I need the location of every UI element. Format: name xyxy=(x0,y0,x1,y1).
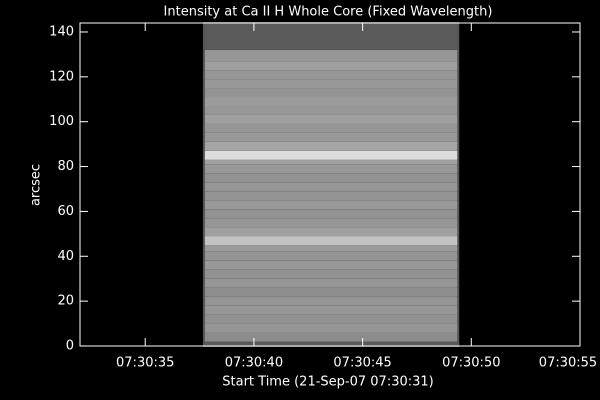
image-stripe xyxy=(203,314,459,324)
image-stripe xyxy=(203,114,459,124)
image-stripe xyxy=(203,218,459,228)
image-stripe xyxy=(203,150,459,160)
image-stripe xyxy=(203,61,459,71)
image-stripe xyxy=(203,23,459,50)
image-stripe xyxy=(203,173,459,183)
image-stripe xyxy=(203,236,459,246)
x-tick-label: 07:30:40 xyxy=(225,356,283,371)
image-stripe xyxy=(203,164,459,174)
image-stripe xyxy=(203,123,459,133)
image-stripe xyxy=(203,200,459,210)
image-stripe xyxy=(203,88,459,98)
image-stripe xyxy=(203,105,459,115)
x-tick-label: 07:30:35 xyxy=(116,356,174,371)
image-stripe xyxy=(203,227,459,237)
y-axis-label: arcsec xyxy=(29,164,44,206)
y-tick-label: 100 xyxy=(49,114,74,129)
y-tick-label: 60 xyxy=(57,204,74,219)
image-stripe xyxy=(203,79,459,89)
y-tick-label: 120 xyxy=(49,69,74,84)
image-stripe xyxy=(203,141,459,151)
y-tick-label: 140 xyxy=(49,24,74,39)
plot-frame xyxy=(79,22,581,347)
image-stripe xyxy=(203,332,459,342)
x-tick-label: 07:30:45 xyxy=(333,356,391,371)
image-stripe xyxy=(203,97,459,106)
image-stripe xyxy=(203,323,459,333)
chart-title: Intensity at Ca II H Whole Core (Fixed W… xyxy=(164,5,493,20)
y-tick-label: 0 xyxy=(66,339,74,354)
image-stripe xyxy=(203,269,459,279)
x-tick-label: 07:30:50 xyxy=(442,356,500,371)
image-stripe xyxy=(203,287,459,297)
x-axis-label: Start Time (21-Sep-07 07:30:31) xyxy=(222,375,433,390)
y-tick-label: 80 xyxy=(57,159,74,174)
image-stripe xyxy=(203,278,459,288)
image-stripe xyxy=(203,191,459,201)
y-tick-label: 40 xyxy=(57,249,74,264)
image-stripe xyxy=(203,296,459,306)
image-stripe xyxy=(203,251,459,261)
image-stripe xyxy=(203,49,459,62)
image-stripe xyxy=(203,70,459,80)
image-stripe xyxy=(203,159,459,165)
image-stripe xyxy=(203,182,459,192)
y-tick-label: 20 xyxy=(57,294,74,309)
image-stripe xyxy=(203,341,459,346)
x-tick-label: 07:30:55 xyxy=(539,356,597,371)
image-stripe xyxy=(203,209,459,219)
image-stripe xyxy=(203,305,459,315)
image-stripe xyxy=(203,245,459,252)
image-stripe xyxy=(203,132,459,142)
image-stripe xyxy=(203,260,459,270)
